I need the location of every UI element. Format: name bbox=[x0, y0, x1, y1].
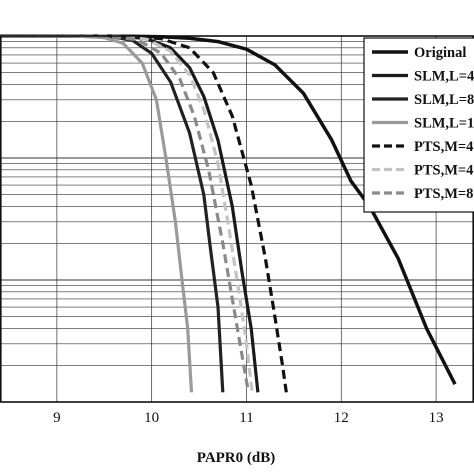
series-line bbox=[0, 34, 194, 393]
series-line bbox=[0, 34, 250, 393]
x-tick-label: 11 bbox=[239, 410, 253, 426]
x-axis-label: PAPR0 (dB) bbox=[197, 450, 275, 466]
legend-label: SLM,L=4 bbox=[414, 69, 474, 85]
legend: Original SLM,L=4 SLM,L=8 SLM,L=1 PTS,M=4 PTS,… bbox=[363, 37, 474, 213]
legend-label: Original bbox=[414, 45, 466, 61]
legend-box bbox=[363, 37, 474, 213]
x-tick-label: 9 bbox=[53, 410, 61, 426]
legend-label: SLM,L=1 bbox=[414, 116, 474, 132]
x-tick-labels: 9 10 11 12 13 bbox=[53, 410, 443, 426]
x-tick-label: 12 bbox=[334, 410, 349, 426]
legend-label: PTS,M=8 bbox=[414, 186, 473, 202]
legend-label: SLM,L=8 bbox=[414, 92, 474, 108]
legend-label: PTS,M=4 bbox=[414, 139, 473, 155]
x-tick-label: 13 bbox=[429, 410, 444, 426]
plot-frame bbox=[0, 35, 474, 403]
legend-label: PTS,M=4 bbox=[414, 163, 473, 179]
x-tick-label: 10 bbox=[144, 410, 159, 426]
